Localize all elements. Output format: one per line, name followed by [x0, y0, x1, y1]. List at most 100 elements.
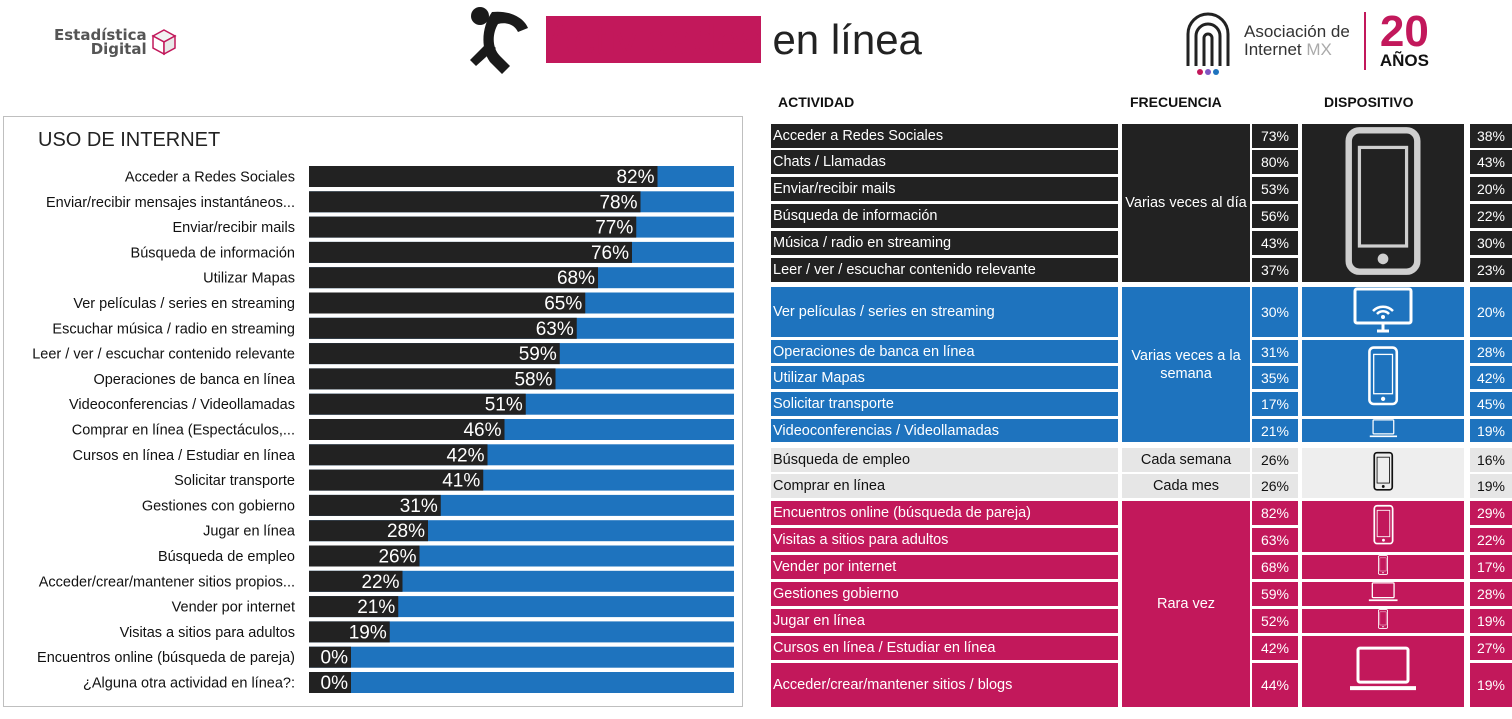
smartphone-icon — [1377, 555, 1389, 579]
smartphone-icon — [1366, 345, 1400, 411]
value-label: 63% — [536, 319, 574, 340]
bar-value — [309, 545, 420, 567]
smartphone-icon — [1377, 609, 1389, 633]
value-label: 42% — [446, 445, 484, 466]
laptop-icon — [1348, 646, 1418, 696]
bar-value — [309, 621, 390, 643]
frequency-percent: 35% — [1252, 366, 1298, 389]
bar-value — [309, 191, 641, 213]
device-percent: 43% — [1470, 150, 1512, 174]
cube-icon — [151, 29, 177, 56]
brand-line-1: Estadística — [54, 26, 147, 44]
bar-value — [309, 444, 488, 466]
activity-cell: Música / radio en streaming — [771, 231, 1118, 255]
activity-cell: Visitas a sitios para adultos — [771, 528, 1118, 552]
activity-cell: Cursos en línea / Estudiar en línea — [771, 636, 1118, 660]
device-percent: 42% — [1470, 366, 1512, 389]
frequency-percent: 82% — [1252, 501, 1298, 525]
header-activity: ACTIVIDAD — [778, 94, 855, 110]
frequency-percent: 30% — [1252, 287, 1298, 337]
device-percent: 38% — [1470, 124, 1512, 148]
activity-cell: Búsqueda de empleo — [771, 448, 1118, 472]
frequency-percent: 21% — [1252, 419, 1298, 442]
laptop-icon — [1365, 419, 1402, 442]
frequency-percent: 26% — [1252, 448, 1298, 472]
bar-value — [309, 520, 428, 542]
org-name: Asociación de Internet MX — [1244, 23, 1350, 59]
activity-cell: Videoconferencias / Videollamadas — [771, 419, 1118, 442]
frequency-percent: 63% — [1252, 528, 1298, 552]
org-line-1: Asociación de — [1244, 22, 1350, 41]
value-label: 28% — [387, 521, 425, 542]
activity-cell: Operaciones de banca en línea — [771, 340, 1118, 363]
category-label: Utilizar Mapas — [203, 271, 295, 287]
value-label: 41% — [442, 471, 480, 492]
activity-cell: Solicitar transporte — [771, 392, 1118, 416]
bar-remainder — [309, 672, 734, 693]
smartphone-icon — [1372, 451, 1395, 496]
activity-cell: Gestiones gobierno — [771, 582, 1118, 606]
value-label: 68% — [557, 268, 595, 289]
frequency-percent: 80% — [1252, 150, 1298, 174]
category-label: Vender por internet — [172, 600, 295, 616]
device-cell — [1302, 582, 1464, 606]
frequency-percent: 44% — [1252, 663, 1298, 707]
logo-divider — [1363, 12, 1366, 70]
category-label: Acceder a Redes Sociales — [125, 170, 295, 186]
category-label: Encuentros online (búsqueda de pareja) — [37, 650, 295, 666]
anniversary-badge: 20 AÑOS — [1379, 10, 1429, 70]
category-label: Acceder/crear/mantener sitios propios... — [39, 574, 295, 590]
device-percent: 20% — [1470, 177, 1512, 201]
bar-remainder — [309, 596, 734, 618]
frequency-percent: 26% — [1252, 474, 1298, 498]
usage-bar-chart: Acceder a Redes Sociales 82% Enviar/recibi… — [32, 166, 734, 694]
bar-value — [309, 596, 399, 618]
frequency-percent: 42% — [1252, 636, 1298, 660]
device-percent: 22% — [1470, 528, 1512, 552]
device-percent: 17% — [1470, 555, 1512, 579]
activity-cell: Ver películas / series en streaming — [771, 287, 1118, 337]
bar-remainder — [309, 570, 734, 592]
value-label: 22% — [361, 572, 399, 593]
category-label: Jugar en línea — [203, 524, 296, 540]
activity-cell: Vender por internet — [771, 555, 1118, 579]
activity-cell: Acceder a Redes Sociales — [771, 124, 1118, 148]
device-percent: 16% — [1470, 448, 1512, 472]
bar-value — [309, 393, 526, 415]
value-label: 77% — [595, 218, 633, 239]
device-percent: 30% — [1470, 231, 1512, 255]
brand-line-2: Digital — [90, 40, 147, 58]
category-label: Visitas a sitios para adultos — [120, 625, 295, 641]
category-label: Solicitar transporte — [174, 473, 295, 489]
frequency-cell: Cada mes — [1122, 474, 1250, 498]
category-label: Leer / ver / escuchar contenido relevant… — [32, 347, 295, 363]
device-percent: 29% — [1470, 501, 1512, 525]
title-highlight: Actividades — [546, 16, 761, 63]
estadistica-digital-logo: Estadística Digital — [54, 26, 177, 58]
value-label: 46% — [463, 420, 501, 441]
device-cell — [1302, 448, 1464, 498]
activity-cell: Leer / ver / escuchar contenido relevant… — [771, 258, 1118, 282]
org-line-2: Internet — [1244, 40, 1302, 59]
category-label: Enviar/recibir mensajes instantáneos... — [46, 195, 295, 211]
device-cell — [1302, 340, 1464, 416]
value-label: 0% — [321, 673, 349, 694]
years-word: AÑOS — [1379, 51, 1429, 70]
bar-value — [309, 292, 586, 314]
device-percent: 28% — [1470, 582, 1512, 606]
bar-value — [309, 241, 632, 263]
device-cell — [1302, 636, 1464, 707]
category-label: Ver películas / series en streaming — [73, 296, 295, 312]
frequency-group-cell: Rara vez — [1122, 501, 1250, 707]
activity-cell: Jugar en línea — [771, 609, 1118, 633]
device-percent: 23% — [1470, 258, 1512, 282]
device-percent: 20% — [1470, 287, 1512, 337]
value-label: 76% — [591, 243, 629, 264]
device-percent: 19% — [1470, 663, 1512, 707]
category-label: Búsqueda de información — [131, 245, 295, 261]
header-frequency: FRECUENCIA — [1130, 94, 1222, 110]
device-percent: 19% — [1470, 474, 1512, 498]
category-label: Operaciones de banca en línea — [93, 372, 295, 388]
value-label: 51% — [485, 395, 523, 416]
org-suffix: MX — [1306, 40, 1332, 59]
